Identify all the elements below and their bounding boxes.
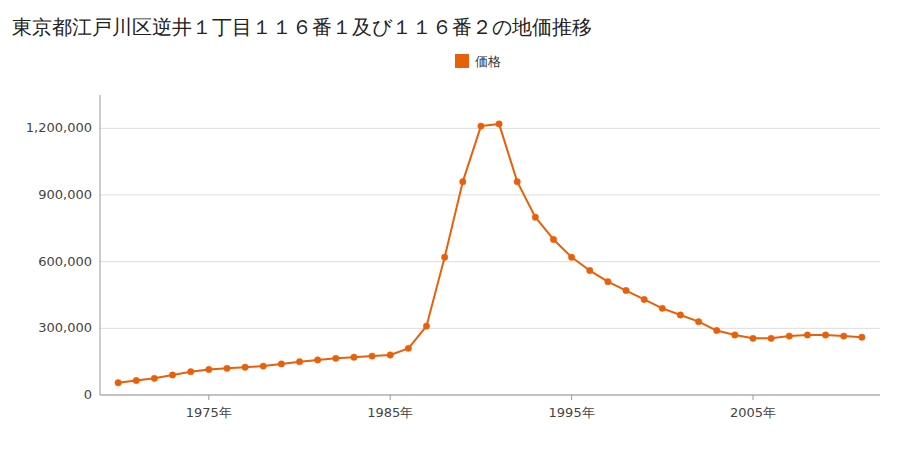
x-tick-label: 1975年 [186,405,232,420]
legend: 価格 [455,54,501,69]
point [750,335,756,341]
point [496,121,502,127]
grid-line [100,195,880,196]
chart: 東京都江戸川区逆井１丁目１１６番１及び１１６番２の地価推移 0 300,000 600… [0,0,900,450]
point [151,375,157,381]
plot-area [115,121,865,386]
point [387,352,393,358]
point [405,345,411,351]
point [333,355,339,361]
x-tick-label: 1985年 [367,405,413,420]
x-tick [390,395,391,400]
point [841,333,847,339]
point [351,354,357,360]
point [224,365,230,371]
grid-line [100,395,880,396]
point [514,178,520,184]
point [659,305,665,311]
point [260,363,266,369]
point [369,353,375,359]
legend-swatch [455,54,469,68]
point [587,267,593,273]
point [768,335,774,341]
line [118,124,862,383]
point [822,332,828,338]
x-tick [208,395,209,400]
point [695,318,701,324]
point [115,380,121,386]
y-tick-labels: 0 300,000 600,000 900,000 1,200,000 [26,120,92,402]
y-grid [100,128,880,395]
grid-line [100,128,880,129]
point [714,327,720,333]
point [532,214,538,220]
y-tick-label: 900,000 [38,187,92,202]
point [242,364,248,370]
x-tick-label: 1995年 [549,405,595,420]
title: 東京都江戸川区逆井１丁目１１６番１及び１１６番２の地価推移 [12,15,592,39]
grid-line [100,261,880,262]
point [605,278,611,284]
x-tick [571,395,572,400]
grid-line [100,328,880,329]
point [786,333,792,339]
point [278,361,284,367]
point [568,254,574,260]
legend-label: 価格 [475,54,501,69]
x-axis-line [100,395,880,396]
point [441,254,447,260]
x-tick-labels: 1975年 1985年 1995年 2005年 [186,395,776,420]
point [169,372,175,378]
point [133,377,139,383]
point [859,334,865,340]
y-axis-line [100,95,101,395]
point [641,296,647,302]
point [550,236,556,242]
point [206,366,212,372]
y-tick-label: 300,000 [38,320,92,335]
point [804,332,810,338]
point [187,368,193,374]
point [478,123,484,129]
point [623,287,629,293]
point [423,323,429,329]
y-tick-label: 600,000 [38,254,92,269]
x-tick [753,395,754,400]
point [460,178,466,184]
point [296,358,302,364]
point [314,357,320,363]
y-tick-label: 0 [84,387,92,402]
point [732,332,738,338]
x-tick-label: 2005年 [730,405,776,420]
y-tick-label: 1,200,000 [26,120,92,135]
point [677,312,683,318]
